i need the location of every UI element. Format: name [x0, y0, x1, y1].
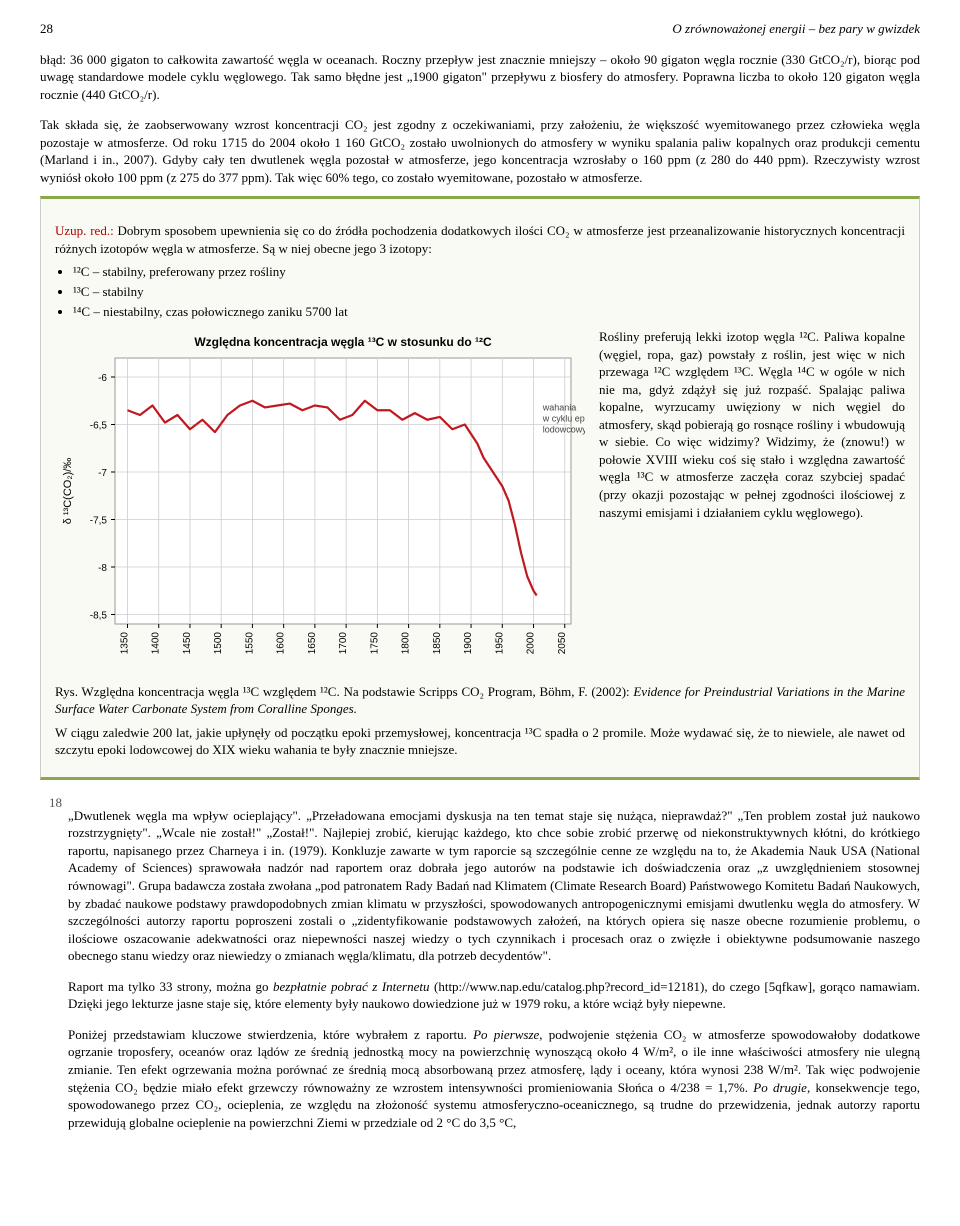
list-item: ¹²C – stabilny, preferowany przez roślin…	[73, 263, 905, 281]
inset-bullet-list: ¹²C – stabilny, preferowany przez roślin…	[73, 263, 905, 320]
svg-text:1400: 1400	[151, 632, 162, 655]
inset-lead: Uzup. red.: Dobrym sposobem upewnienia s…	[55, 222, 905, 257]
c13-chart: -6 -6,5 -7 -7,5 -8 -8,5 1350 1400 1450 1500 1550 16…	[55, 328, 585, 668]
svg-text:2000: 2000	[526, 632, 537, 655]
svg-text:-6,5: -6,5	[90, 421, 108, 432]
svg-text:lodowcowych: lodowcowych	[543, 424, 585, 434]
svg-text:-8: -8	[98, 563, 107, 574]
figure-caption-prefix: Rys. Względna koncentracja węgla ¹³C wzg…	[55, 684, 633, 699]
svg-text:1650: 1650	[307, 632, 318, 655]
chart-side-text: Rośliny preferują lekki izotop węgla ¹²C…	[599, 328, 905, 673]
page-number: 28	[40, 20, 53, 38]
footnote-p2: Raport ma tylko 33 strony, można go bezp…	[68, 978, 920, 1013]
svg-text:-6: -6	[98, 373, 107, 384]
svg-text:2050: 2050	[557, 632, 568, 655]
svg-text:-7: -7	[98, 468, 107, 479]
list-item: ¹⁴C – niestabilny, czas połowicznego zan…	[73, 303, 905, 321]
svg-text:δ ¹³C(CO₂)/‰: δ ¹³C(CO₂)/‰	[62, 458, 74, 525]
svg-text:-7,5: -7,5	[90, 516, 108, 527]
footnote-body: „Dwutlenek węgla ma wpływ ocieplający". …	[68, 794, 920, 1141]
inset-closing: W ciągu zaledwie 200 lat, jakie upłynęły…	[55, 724, 905, 759]
svg-text:1700: 1700	[338, 632, 349, 655]
footnote-p3: Poniżej przedstawiam kluczowe stwierdzen…	[68, 1026, 920, 1131]
svg-text:1750: 1750	[369, 632, 380, 655]
svg-text:wahania: wahania	[542, 402, 577, 412]
svg-text:Względna koncentracja węgla ¹³: Względna koncentracja węgla ¹³C w stosun…	[194, 335, 492, 349]
paragraph-2: Tak składa się, że zaobserwowany wzrost …	[40, 116, 920, 186]
footnote-number: 18	[40, 794, 62, 1141]
svg-text:1850: 1850	[432, 632, 443, 655]
svg-text:1500: 1500	[213, 632, 224, 655]
footnote-p1: „Dwutlenek węgla ma wpływ ocieplający". …	[68, 807, 920, 965]
inset-box: Uzup. red.: Dobrym sposobem upewnienia s…	[40, 196, 920, 779]
svg-text:1900: 1900	[463, 632, 474, 655]
svg-text:1550: 1550	[244, 632, 255, 655]
svg-text:1450: 1450	[182, 632, 193, 655]
paragraph-1: błąd: 36 000 gigaton to całkowita zawart…	[40, 51, 920, 104]
svg-text:-8,5: -8,5	[90, 611, 108, 622]
list-item: ¹³C – stabilny	[73, 283, 905, 301]
inset-lead-label: Uzup. red.:	[55, 223, 114, 238]
svg-text:1950: 1950	[494, 632, 505, 655]
svg-text:1350: 1350	[119, 632, 130, 655]
figure-caption: Rys. Względna koncentracja węgla ¹³C wzg…	[55, 683, 905, 718]
running-title: O zrównoważonej energii – bez pary w gwi…	[672, 20, 920, 38]
svg-text:1800: 1800	[401, 632, 412, 655]
inset-lead-text: Dobrym sposobem upewnienia się co do źró…	[55, 223, 905, 256]
svg-text:w cyklu epok: w cyklu epok	[542, 413, 585, 423]
svg-text:1600: 1600	[276, 632, 287, 655]
